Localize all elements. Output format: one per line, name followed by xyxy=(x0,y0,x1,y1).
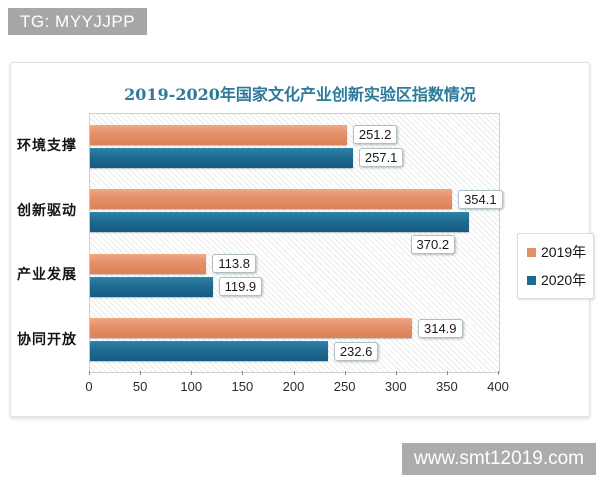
bar-group: 113.8 119.9 xyxy=(90,243,499,308)
bar-2019年-环境支撑 xyxy=(90,124,347,145)
x-axis-tick xyxy=(140,371,142,375)
bar-2020年-产业发展 xyxy=(90,276,213,297)
telegram-banner-text: TG: MYYJJPP xyxy=(20,12,136,31)
bar-row: 257.1 xyxy=(90,147,499,168)
bar-row: 113.8 xyxy=(90,253,499,274)
bar-2019年-协同开放 xyxy=(90,318,412,339)
x-axis-tick xyxy=(344,371,346,375)
category-label: 协同开放 xyxy=(17,330,77,347)
legend-label-2020: 2020年 xyxy=(541,272,587,288)
x-axis-tick xyxy=(242,371,244,375)
telegram-banner: TG: MYYJJPP xyxy=(8,8,148,35)
x-axis-tick xyxy=(89,371,90,375)
bar-row: 370.2 xyxy=(90,212,499,254)
bar-group: 314.9 232.6 xyxy=(90,308,499,373)
value-label: 119.9 xyxy=(218,277,263,297)
chart-card: 2019-2020年国家文化产业创新实验区指数情况 环境支撑创新驱动产业发展协同… xyxy=(10,62,594,417)
x-axis-label: 300 xyxy=(384,379,407,394)
bar-2019年-产业发展 xyxy=(90,253,207,274)
category-label: 产业发展 xyxy=(17,266,77,283)
bar-group: 354.1 370.2 xyxy=(90,179,503,254)
legend-entry-2020: 2020年 xyxy=(527,270,593,290)
x-axis-label: 100 xyxy=(180,379,203,394)
value-label: 232.6 xyxy=(333,341,379,361)
bar-2020年-环境支撑 xyxy=(90,147,353,168)
category-axis: 环境支撑创新驱动产业发展协同开放 xyxy=(11,113,85,371)
x-axis-tick xyxy=(395,371,397,375)
value-label: 354.1 xyxy=(458,189,503,209)
x-axis-tick xyxy=(446,371,448,375)
bar-row: 251.2 xyxy=(90,124,499,145)
legend-entry-2019: 2019年 xyxy=(527,242,593,262)
x-axis-tick xyxy=(498,371,499,375)
bar-row: 314.9 xyxy=(90,318,499,339)
bar-2019年-创新驱动 xyxy=(90,189,453,210)
x-axis-label: 350 xyxy=(436,379,458,394)
legend: 2019年 2020年 xyxy=(517,233,594,299)
value-label: 251.2 xyxy=(352,125,398,145)
watermark-text: www.smt12019.com xyxy=(413,448,584,469)
x-axis-label: 150 xyxy=(231,379,254,394)
x-axis-tick xyxy=(293,371,295,375)
legend-swatch-2020-icon xyxy=(527,275,536,285)
x-axis-label: 200 xyxy=(282,379,305,394)
value-label: 314.9 xyxy=(417,318,463,338)
value-label: 113.8 xyxy=(212,254,256,274)
watermark: www.smt12019.com xyxy=(401,443,596,475)
x-axis-label: 400 xyxy=(487,379,509,394)
x-axis-label: 250 xyxy=(333,379,356,394)
bar-row: 354.1 xyxy=(90,189,503,210)
value-label: 257.1 xyxy=(358,148,404,168)
category-label: 创新驱动 xyxy=(17,201,77,218)
value-label: 370.2 xyxy=(410,234,456,254)
x-axis-label: 50 xyxy=(132,379,148,394)
bar-group: 251.2 257.1 xyxy=(90,114,499,179)
plot-area: 251.2 257.1 354.1 370.2 113.8 119.9 314.9 232.6 xyxy=(89,113,503,373)
x-axis-label: 0 xyxy=(85,379,93,394)
chart-title: 2019-2020年国家文化产业创新实验区指数情况 xyxy=(124,85,476,104)
x-axis-tick xyxy=(191,371,193,375)
bar-row: 119.9 xyxy=(90,276,499,297)
bar-row: 232.6 xyxy=(90,341,499,362)
bar-2020年-协同开放 xyxy=(90,341,328,362)
bar-2020年-创新驱动 xyxy=(90,212,469,233)
category-label: 环境支撑 xyxy=(17,137,77,154)
legend-swatch-2019-icon xyxy=(527,247,536,257)
legend-label-2019: 2019年 xyxy=(541,244,587,260)
